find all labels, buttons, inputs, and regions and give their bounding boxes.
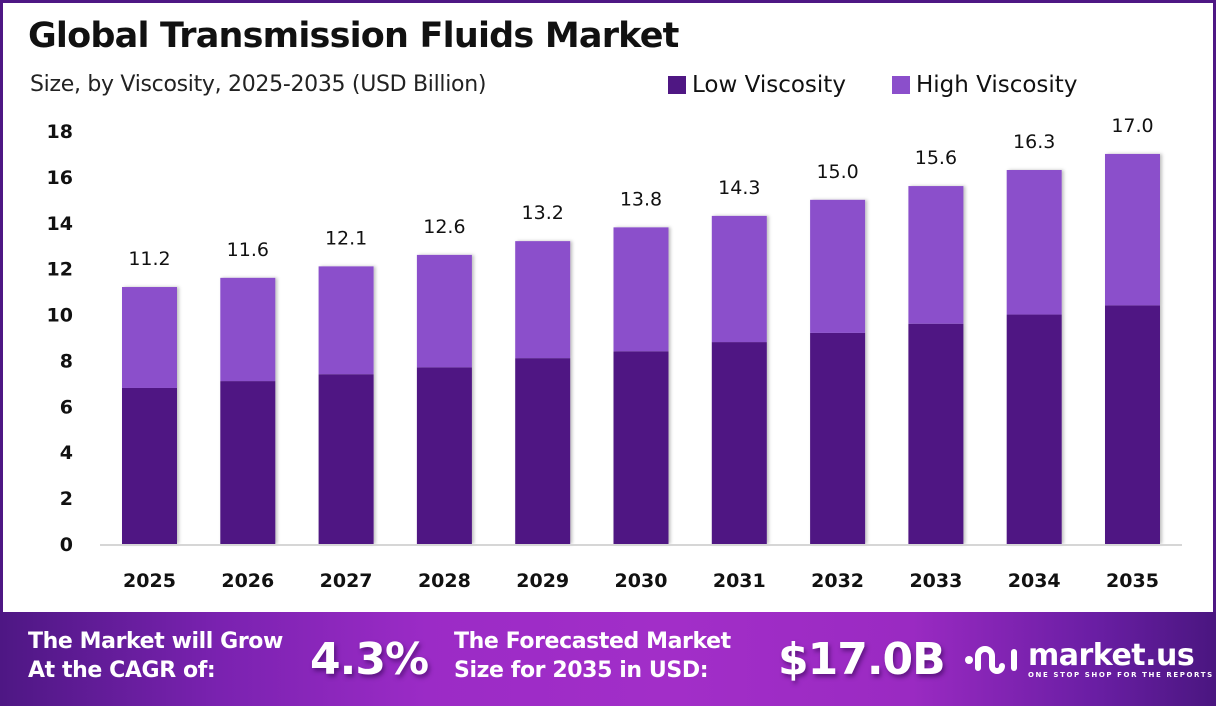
legend-item-low-viscosity: Low Viscosity <box>668 72 846 98</box>
bar-stack-2028 <box>416 254 472 544</box>
total-value-label: 16.3 <box>1013 131 1055 153</box>
bar-stack-2035 <box>1105 153 1160 544</box>
cagr-label-line2: At the CAGR of: <box>28 658 216 683</box>
cagr-value: 4.3% <box>310 634 429 685</box>
total-value-label: 14.3 <box>718 177 760 199</box>
bar-low-viscosity-2034 <box>1006 314 1062 544</box>
legend: Low Viscosity High Viscosity <box>668 72 1123 98</box>
bar-stack-2027 <box>318 266 374 544</box>
total-value-label: 11.6 <box>227 239 269 261</box>
legend-swatch-high-viscosity <box>891 76 910 94</box>
total-labels: 11.2 11.6 12.1 12.6 13.2 13.8 14.3 15.0 15.6 16.3… <box>128 115 1153 270</box>
bar-stack-2034 <box>1006 170 1062 544</box>
bar-low-viscosity-2035 <box>1105 305 1160 544</box>
bar-high-viscosity-2028 <box>416 254 472 368</box>
legend-label-high-viscosity: High Viscosity <box>915 72 1078 98</box>
market-us-logo: market.us ONE STOP SHOP FOR THE REPORTS <box>964 640 1214 680</box>
bar-stack-2025 <box>122 287 177 544</box>
total-value-label: 17.0 <box>1111 115 1153 137</box>
forecast-label-line1: The Forecasted Market <box>454 629 731 654</box>
bar-high-viscosity-2029 <box>515 241 571 359</box>
total-value-label: 15.0 <box>816 161 858 183</box>
x-tick-label: 2025 <box>123 570 176 592</box>
x-axis: 2025 2026 2027 2028 2029 2030 2031 2032 2033 2034… <box>123 570 1159 592</box>
total-value-label: 11.2 <box>128 248 170 270</box>
total-value-label: 15.6 <box>915 147 957 169</box>
y-tick-label: 0 <box>60 534 73 556</box>
y-tick-label: 18 <box>47 121 73 143</box>
y-tick-label: 14 <box>47 213 73 235</box>
total-value-label: 13.2 <box>522 202 564 224</box>
bar-stack-2030 <box>613 227 669 544</box>
y-tick-label: 2 <box>60 488 73 510</box>
bar-low-viscosity-2025 <box>122 387 177 544</box>
bar-high-viscosity-2031 <box>711 215 767 343</box>
bar-high-viscosity-2034 <box>1006 170 1062 315</box>
bar-high-viscosity-2032 <box>810 199 866 333</box>
chart-title: Global Transmission Fluids Market <box>28 16 679 56</box>
y-tick-label: 12 <box>47 259 73 281</box>
total-value-label: 12.6 <box>423 216 465 238</box>
bar-low-viscosity-2032 <box>810 332 866 544</box>
x-tick-label: 2035 <box>1106 570 1159 592</box>
forecast-value: $17.0B <box>778 634 946 685</box>
bar-stack-2029 <box>515 241 571 544</box>
bar-low-viscosity-2027 <box>318 374 374 544</box>
bar-high-viscosity-2035 <box>1105 153 1160 306</box>
logo-tagline: ONE STOP SHOP FOR THE REPORTS <box>1028 671 1214 679</box>
bar-stack-2026 <box>220 277 276 544</box>
legend-swatch-low-viscosity <box>668 76 686 94</box>
logo-wordmark: market.us <box>1028 638 1195 673</box>
y-tick-label: 10 <box>47 305 73 327</box>
bar-high-viscosity-2030 <box>613 227 669 352</box>
x-tick-label: 2027 <box>320 570 373 592</box>
x-tick-label: 2032 <box>811 570 864 592</box>
bar-low-viscosity-2029 <box>515 358 571 544</box>
forecast-label: The Forecasted Market Size for 2035 in U… <box>454 627 731 685</box>
legend-item-high-viscosity: High Viscosity <box>891 72 1078 98</box>
x-tick-label: 2033 <box>909 570 962 592</box>
x-tick-label: 2026 <box>221 570 274 592</box>
bar-low-viscosity-2031 <box>711 342 767 544</box>
bar-stack-2031 <box>711 215 767 544</box>
x-tick-label: 2029 <box>516 570 569 592</box>
y-tick-label: 4 <box>60 442 73 464</box>
logo-mark-icon <box>965 646 1017 674</box>
x-tick-label: 2034 <box>1008 570 1061 592</box>
bar-stack-2033 <box>908 186 964 544</box>
total-value-label: 13.8 <box>620 188 662 210</box>
x-tick-label: 2028 <box>418 570 471 592</box>
cagr-label-line1: The Market will Grow <box>28 629 283 654</box>
bar-low-viscosity-2028 <box>416 367 472 544</box>
y-tick-label: 6 <box>60 396 73 418</box>
bars-group <box>122 153 1160 544</box>
forecast-label-line2: Size for 2035 in USD: <box>454 658 709 683</box>
bar-low-viscosity-2033 <box>908 323 964 544</box>
stacked-bar-chart: 0 2 4 6 8 10 12 14 16 18 2025 2026 2027 2028 2029 2030… <box>47 115 1182 592</box>
cagr-label: The Market will Grow At the CAGR of: <box>28 627 283 685</box>
total-value-label: 12.1 <box>325 227 367 249</box>
bar-high-viscosity-2026 <box>220 277 276 382</box>
chart-subtitle: Size, by Viscosity, 2025-2035 (USD Billi… <box>30 72 487 97</box>
x-tick-label: 2030 <box>615 570 668 592</box>
y-tick-label: 16 <box>47 167 73 189</box>
bar-high-viscosity-2025 <box>122 287 177 388</box>
legend-label-low-viscosity: Low Viscosity <box>692 72 846 98</box>
bar-low-viscosity-2030 <box>613 351 669 544</box>
bar-high-viscosity-2033 <box>908 186 964 324</box>
y-tick-label: 8 <box>60 350 73 372</box>
bar-stack-2032 <box>810 199 866 544</box>
bar-high-viscosity-2027 <box>318 266 374 375</box>
x-tick-label: 2031 <box>713 570 766 592</box>
y-axis: 0 2 4 6 8 10 12 14 16 18 <box>47 121 73 556</box>
bar-low-viscosity-2026 <box>220 381 276 544</box>
